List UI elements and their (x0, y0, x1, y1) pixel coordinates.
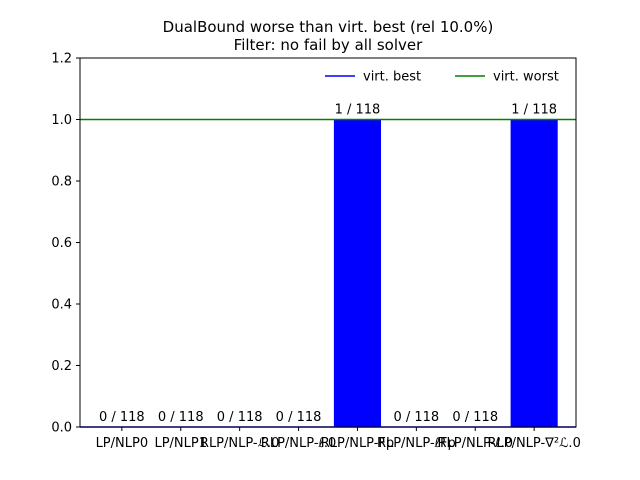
y-axis: 0.0 0.2 0.4 0.6 0.8 1.0 1.2 (51, 52, 80, 436)
legend-label-0: virt. best (363, 70, 421, 85)
x-tick-label-3: RLP/NLP-ℓ.0 (261, 436, 336, 451)
chart-subtitle: Filter: no fail by all solver (234, 36, 423, 54)
x-tick-label-7: RLP/NLP-∇²ℒ.0 (487, 436, 580, 451)
bar-value-label-6: 0 / 118 (452, 410, 498, 425)
plot-frame (79, 57, 577, 428)
bar-value-label-4: 1 / 118 (335, 103, 381, 118)
legend-label-1: virt. worst (493, 70, 559, 85)
bar-labels-group: 0 / 118 0 / 118 0 / 118 0 / 118 1 / 118 0 / 1… (99, 103, 557, 426)
y-tick-label-0: 0.0 (51, 421, 72, 436)
reference-lines (80, 118, 576, 428)
y-tick-label-5: 1.0 (51, 113, 72, 128)
x-tick-label-4: RLP/NLP-Fp (321, 436, 394, 451)
bar-value-label-2: 0 / 118 (217, 410, 263, 425)
bar-4 (333, 119, 382, 427)
x-tick-label-0: LP/NLP0 (96, 436, 149, 451)
bar-value-label-3: 0 / 118 (276, 410, 322, 425)
bars-group (333, 119, 558, 427)
x-tick-label-1: LP/NLP1 (154, 436, 207, 451)
chart-title: DualBound worse than virt. best (rel 10.… (163, 18, 494, 36)
legend: virt. best virt. worst (325, 70, 559, 85)
bar-value-label-5: 0 / 118 (393, 410, 439, 425)
x-axis: LP/NLP0 LP/NLP1RLP/NLP-ℒ.0RLP/NLP-ℓ.0RLP/… (96, 427, 581, 451)
bar-7 (510, 119, 558, 427)
x-tick-label-2: RLP/NLP-ℒ.0 (200, 436, 279, 451)
bar-value-label-1: 0 / 118 (158, 410, 204, 425)
y-tick-label-2: 0.4 (51, 298, 72, 313)
bar-value-label-7: 1 / 118 (511, 103, 557, 118)
y-tick-label-6: 1.2 (51, 52, 72, 67)
y-tick-label-4: 0.8 (51, 175, 72, 190)
y-tick-label-1: 0.2 (51, 359, 72, 374)
x-tick-label-6: RLP/NLP-ℓ.0 (438, 436, 513, 451)
bar-value-label-0: 0 / 118 (99, 410, 145, 425)
y-tick-label-3: 0.6 (51, 236, 72, 251)
x-tick-label-5: RLP/NLP-ℓFp (377, 436, 456, 451)
